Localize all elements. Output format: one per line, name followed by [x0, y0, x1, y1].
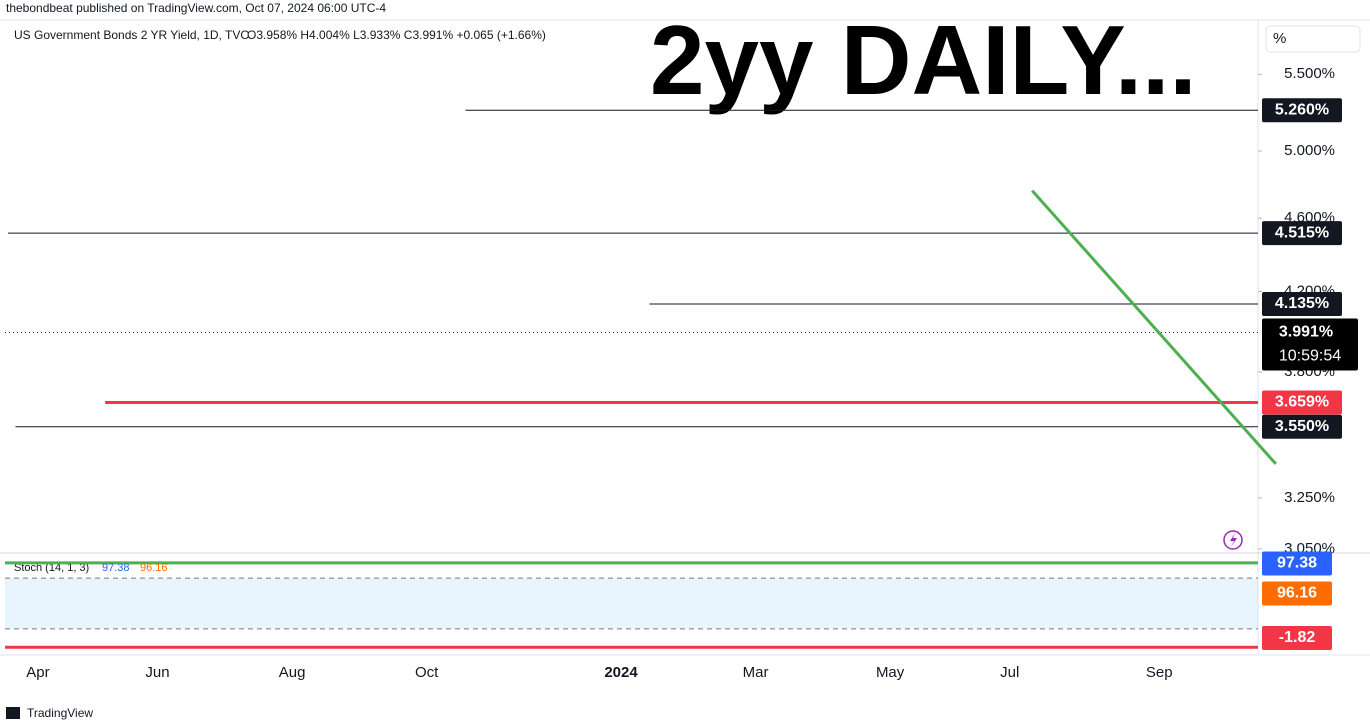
current-price-label: 3.991% — [1279, 324, 1333, 341]
x-tick-label: Jul — [1000, 664, 1019, 681]
stoch-value-badge — [1262, 551, 1332, 576]
countdown-label: 10:59:54 — [1279, 348, 1341, 365]
x-tick-label: Oct — [415, 664, 439, 681]
stoch-band — [5, 578, 1258, 629]
level-badge — [1262, 414, 1342, 439]
symbol-name: US Government Bonds 2 YR Yield, 1D, TVC — [14, 28, 249, 42]
footer: TradingView — [27, 706, 93, 720]
level-label: 4.135% — [1275, 295, 1329, 312]
stoch-value-label: 96.16 — [1277, 585, 1317, 602]
unit-button-label[interactable]: % — [1273, 30, 1286, 47]
level-label: 4.515% — [1275, 224, 1329, 241]
level-badge — [1262, 291, 1342, 316]
alert-icon[interactable] — [1223, 530, 1243, 550]
chart-title: 2yy DAILY... — [650, 5, 1197, 115]
level-badge — [1262, 98, 1342, 123]
level-badge — [1262, 221, 1342, 246]
y-tick-label: 5.500% — [1284, 65, 1335, 82]
level-label: 5.260% — [1275, 101, 1329, 118]
x-tick-label: Apr — [26, 664, 49, 681]
stoch-value-label: 97.38 — [1277, 555, 1317, 572]
ohlc-legend: O3.958% H4.004% L3.933% C3.991% +0.065 (… — [247, 28, 546, 42]
x-tick-label: Jun — [145, 664, 169, 681]
x-tick-label: 2024 — [604, 664, 638, 681]
y-tick-label: 3.250% — [1284, 489, 1335, 506]
stoch-legend-value: 97.38 — [102, 562, 130, 574]
level-label: 3.550% — [1275, 418, 1329, 435]
level-badge — [1262, 390, 1342, 415]
stoch-level-badge — [1262, 626, 1332, 650]
stoch-value-badge — [1262, 581, 1332, 606]
x-tick-label: Mar — [743, 664, 769, 681]
x-tick-label: Sep — [1146, 664, 1173, 681]
trendline — [1031, 189, 1277, 465]
stoch-level-label: -1.82 — [1279, 629, 1316, 646]
unit-button[interactable] — [1265, 25, 1361, 53]
current-badge — [1262, 318, 1358, 371]
y-tick-label: 5.000% — [1284, 142, 1335, 159]
stoch-title: Stoch (14, 1, 3) — [14, 562, 89, 574]
logo — [6, 707, 20, 719]
stoch-legend-value: 96.16 — [140, 562, 168, 574]
publisher: thebondbeat published on TradingView.com… — [6, 1, 386, 15]
x-tick-label: Aug — [279, 664, 306, 681]
alert-icon-bolt — [1230, 533, 1237, 547]
x-tick-label: May — [876, 664, 905, 681]
level-label: 3.659% — [1275, 394, 1329, 411]
